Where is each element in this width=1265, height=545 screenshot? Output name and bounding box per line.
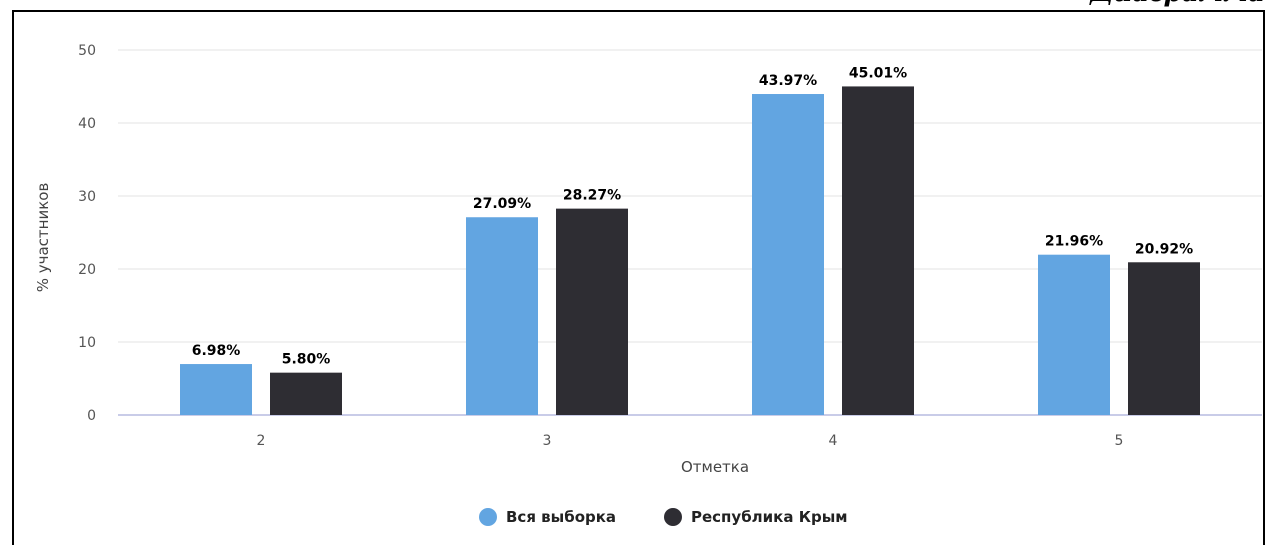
data-label: 28.27% — [563, 188, 621, 204]
bar-sample-5 — [1038, 254, 1110, 415]
y-tick-label: 20 — [78, 262, 96, 278]
y-tick-label: 50 — [78, 43, 96, 59]
chart-frame — [12, 10, 1265, 545]
data-label: 6.98% — [192, 343, 241, 359]
data-label: 20.92% — [1135, 241, 1193, 257]
legend-item-sample[interactable]: Вся выборка — [479, 508, 616, 526]
data-label: 45.01% — [849, 65, 907, 81]
legend-marker — [479, 508, 497, 526]
legend-label: Вся выборка — [506, 508, 616, 526]
data-label: 27.09% — [473, 196, 531, 212]
bar-sample-4 — [752, 94, 824, 416]
x-tick-label: 5 — [1115, 433, 1124, 449]
y-tick-label: 30 — [78, 189, 96, 205]
data-label: 21.96% — [1045, 234, 1103, 250]
y-tick-labels: 0 10 20 30 40 50 — [78, 43, 96, 424]
x-tick-labels: 2 3 4 5 — [257, 433, 1124, 449]
data-label: 5.80% — [282, 352, 331, 368]
x-axis-title: Отметка — [681, 458, 749, 476]
bar-crimea-4 — [842, 86, 914, 415]
bar-crimea-5 — [1128, 262, 1200, 415]
data-label: 43.97% — [759, 73, 817, 89]
y-axis-title: % участников — [34, 183, 52, 293]
legend-marker — [664, 508, 682, 526]
legend: Вся выборка Республика Крым — [479, 508, 848, 526]
data-labels: 6.98% 5.80% 27.09% 28.27% 43.97% 45.01% 21.96%… — [192, 65, 1193, 367]
legend-item-crimea[interactable]: Республика Крым — [664, 508, 848, 526]
bar-sample-2 — [180, 364, 252, 415]
bar-crimea-2 — [270, 372, 342, 415]
x-tick-label: 2 — [257, 433, 266, 449]
bar-sample-3 — [466, 217, 538, 415]
bars — [180, 86, 1200, 416]
y-tick-label: 0 — [87, 408, 96, 424]
bar-crimea-3 — [556, 208, 628, 415]
y-tick-label: 10 — [78, 335, 96, 351]
legend-label: Республика Крым — [691, 508, 848, 526]
x-tick-label: 3 — [543, 433, 552, 449]
x-tick-label: 4 — [829, 433, 838, 449]
corner-caption: Диаграмма — [1090, 0, 1265, 8]
y-tick-label: 40 — [78, 116, 96, 132]
